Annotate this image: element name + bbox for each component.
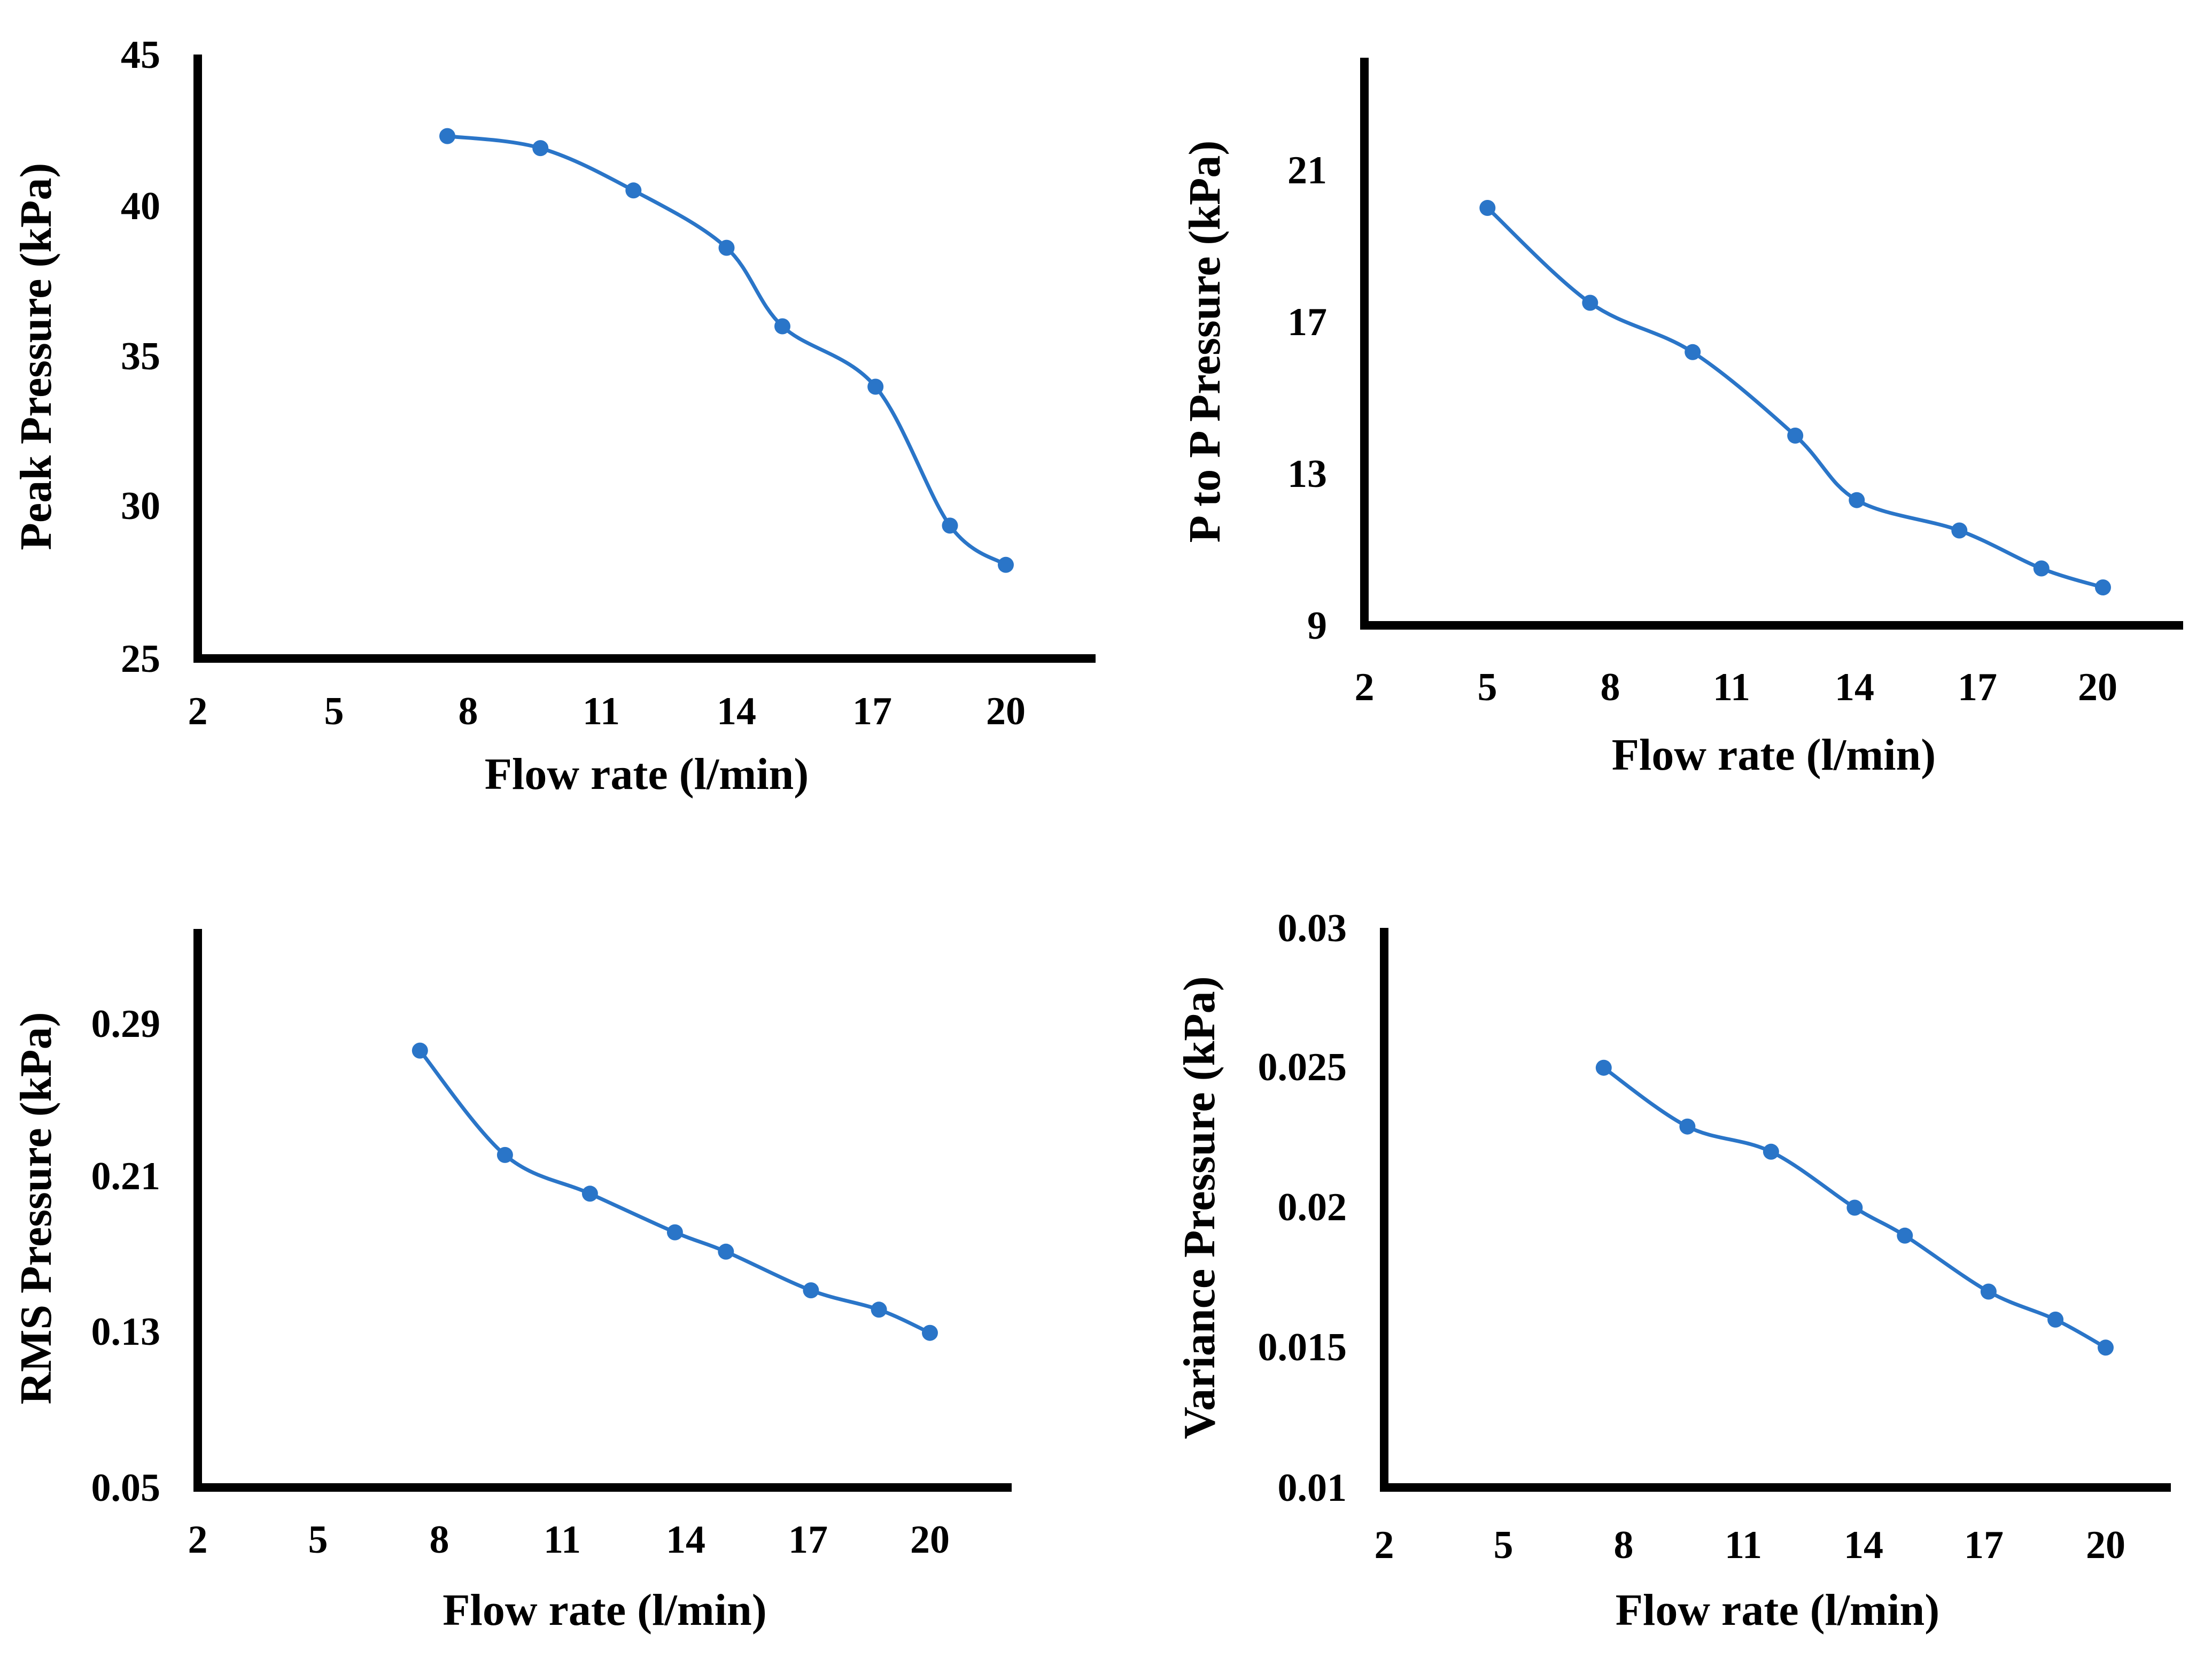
y-tick-label: 0.025	[1258, 1045, 1347, 1089]
x-tick-label: 14	[1844, 1523, 1883, 1567]
x-tick-label: 8	[430, 1518, 449, 1562]
data-point	[1846, 1199, 1863, 1216]
x-tick-label: 11	[1725, 1523, 1762, 1567]
x-axis-title: Flow rate (l/min)	[485, 749, 809, 799]
data-point	[1595, 1059, 1612, 1076]
y-tick-label: 0.01	[1278, 1466, 1347, 1510]
data-point	[2047, 1311, 2064, 1328]
x-tick-label: 14	[1835, 665, 1874, 709]
x-axis-title: Flow rate (l/min)	[443, 1585, 767, 1635]
data-point	[581, 1185, 598, 1202]
x-tick-label: 20	[986, 689, 1026, 733]
data-point	[1897, 1227, 1913, 1244]
data-point	[412, 1042, 428, 1059]
data-point	[2033, 560, 2050, 577]
y-tick-label: 0.21	[91, 1154, 161, 1198]
x-tick-label: 17	[788, 1518, 828, 1562]
y-tick-label: 9	[1307, 604, 1327, 648]
x-tick-label: 8	[1614, 1523, 1634, 1567]
y-axis-title: P to P Pressure (kPa)	[1180, 141, 1230, 543]
y-tick-label: 21	[1287, 149, 1327, 192]
series-line	[1486, 206, 2104, 590]
y-tick-label: 0.05	[91, 1466, 161, 1510]
x-tick-label: 5	[1478, 665, 1497, 709]
chart-panel-2: 2 5 8 11 14 17 20 9 13 17 21 Flow rate (l/min) P to …	[1180, 58, 2183, 780]
data-point	[718, 239, 735, 256]
data-point	[922, 1324, 938, 1341]
x-tick-label: 14	[666, 1518, 705, 1562]
data-point	[774, 318, 790, 335]
x-tick-label: 17	[1964, 1523, 2004, 1567]
y-axis-title: RMS Pressure (kPa)	[11, 1012, 61, 1404]
x-tick-label: 11	[544, 1518, 581, 1562]
x-tick-label: 2	[1375, 1523, 1394, 1567]
x-tick-label: 5	[1494, 1523, 1514, 1567]
y-tick-label: 13	[1287, 452, 1327, 496]
x-tick-label: 11	[1713, 665, 1750, 709]
data-point	[1679, 1118, 1696, 1135]
x-tick-label: 2	[1355, 665, 1375, 709]
x-tick-label: 14	[717, 689, 756, 733]
chart-panel-4: 2 5 8 11 14 17 20 0.01 0.015 0.02 0.025 0.03 Flow ra…	[1175, 906, 2171, 1635]
x-axis-title: Flow rate (l/min)	[1616, 1585, 1940, 1635]
y-tick-label: 0.015	[1258, 1326, 1347, 1369]
data-point	[625, 182, 642, 199]
x-tick-label: 8	[1601, 665, 1620, 709]
y-axis-title: Variance Pressure (kPa)	[1175, 976, 1224, 1439]
data-point	[1951, 522, 1968, 539]
y-tick-label: 0.13	[91, 1310, 161, 1354]
x-tick-label: 20	[2086, 1523, 2125, 1567]
data-point	[718, 1243, 734, 1260]
data-point	[1849, 492, 1865, 508]
x-tick-label: 5	[324, 689, 344, 733]
x-axis-title: Flow rate (l/min)	[1612, 730, 1936, 780]
x-tick-label: 20	[910, 1518, 950, 1562]
data-point	[666, 1224, 683, 1241]
x-tick-label: 2	[188, 689, 208, 733]
data-point	[1980, 1283, 1997, 1300]
data-point	[1685, 344, 1701, 360]
series-line	[447, 134, 1007, 567]
y-tick-label: 25	[121, 637, 160, 681]
data-point	[867, 378, 884, 395]
x-tick-label: 17	[852, 689, 892, 733]
x-tick-label: 5	[308, 1518, 328, 1562]
data-point	[439, 128, 455, 144]
data-point	[871, 1301, 887, 1318]
data-point	[942, 517, 958, 534]
y-tick-label: 30	[121, 484, 160, 528]
y-tick-label: 45	[121, 33, 160, 77]
y-tick-label: 0.03	[1278, 906, 1347, 950]
y-tick-label: 40	[121, 184, 160, 228]
data-point	[1787, 428, 1804, 444]
data-point	[496, 1146, 513, 1163]
y-axis-title: Peak Pressure (kPa)	[11, 163, 61, 551]
data-point	[532, 140, 549, 157]
y-tick-label: 0.02	[1278, 1185, 1347, 1229]
data-point	[1479, 200, 1496, 216]
x-tick-label: 11	[583, 689, 620, 733]
data-point	[803, 1282, 819, 1299]
x-tick-label: 17	[1958, 665, 1997, 709]
data-point	[2095, 579, 2111, 595]
x-tick-label: 20	[2078, 665, 2117, 709]
x-tick-label: 2	[188, 1518, 208, 1562]
y-tick-label: 17	[1287, 300, 1327, 344]
x-tick-label: 8	[459, 689, 478, 733]
y-tick-label: 0.29	[91, 1002, 161, 1046]
data-point	[998, 556, 1014, 573]
data-point	[2098, 1339, 2114, 1356]
series-line	[418, 1049, 931, 1335]
data-point	[1763, 1143, 1779, 1160]
data-point	[1582, 295, 1598, 311]
y-tick-label: 35	[121, 335, 160, 378]
chart-panel-3: 2 5 8 11 14 17 20 0.05 0.13 0.21 0.29 Flow rate (l/…	[11, 929, 1012, 1635]
